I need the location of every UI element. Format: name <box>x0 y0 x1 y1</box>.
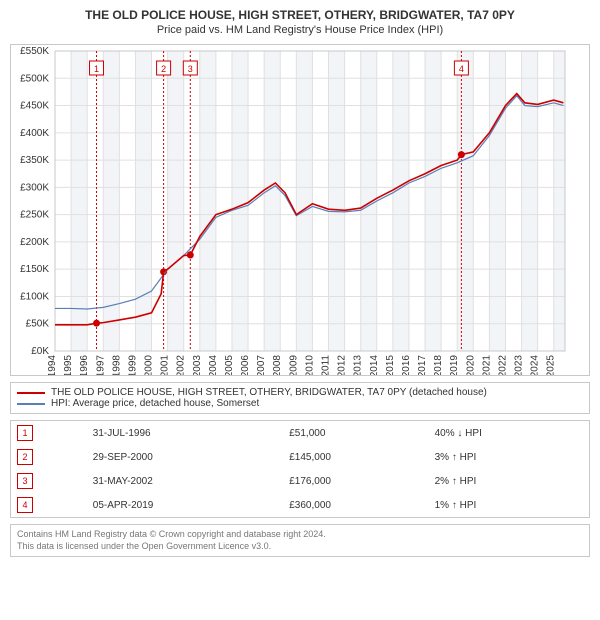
legend-box: THE OLD POLICE HOUSE, HIGH STREET, OTHER… <box>10 382 590 414</box>
svg-text:2021: 2021 <box>481 355 492 375</box>
event-date: 29-SEP-2000 <box>87 445 283 469</box>
event-delta: 2% ↑ HPI <box>429 469 589 493</box>
svg-text:£50K: £50K <box>26 319 50 330</box>
svg-text:2010: 2010 <box>304 355 315 375</box>
event-delta: 3% ↑ HPI <box>429 445 589 469</box>
svg-text:2009: 2009 <box>288 355 299 375</box>
svg-text:4: 4 <box>459 64 464 74</box>
svg-text:£350K: £350K <box>20 155 49 166</box>
svg-text:1996: 1996 <box>79 355 90 375</box>
chart-title: THE OLD POLICE HOUSE, HIGH STREET, OTHER… <box>10 8 590 22</box>
svg-text:2013: 2013 <box>353 355 364 375</box>
event-row: 4 05-APR-2019£360,0001% ↑ HPI <box>11 493 589 517</box>
footer-line-1: Contains HM Land Registry data © Crown c… <box>17 529 583 541</box>
event-number-box: 4 <box>17 497 33 513</box>
svg-text:2008: 2008 <box>272 355 283 375</box>
event-row: 2 29-SEP-2000£145,0003% ↑ HPI <box>11 445 589 469</box>
event-number-box: 1 <box>17 425 33 441</box>
svg-text:2017: 2017 <box>417 355 428 375</box>
legend-item: THE OLD POLICE HOUSE, HIGH STREET, OTHER… <box>17 387 583 398</box>
svg-text:2016: 2016 <box>401 355 412 375</box>
svg-text:£400K: £400K <box>20 128 49 139</box>
svg-text:£100K: £100K <box>20 291 49 302</box>
event-date: 05-APR-2019 <box>87 493 283 517</box>
legend-label: THE OLD POLICE HOUSE, HIGH STREET, OTHER… <box>51 387 487 398</box>
svg-text:2022: 2022 <box>497 355 508 375</box>
svg-text:2007: 2007 <box>256 355 267 375</box>
svg-text:£500K: £500K <box>20 73 49 84</box>
legend-swatch <box>17 392 45 394</box>
svg-text:2014: 2014 <box>369 355 380 375</box>
legend-item: HPI: Average price, detached house, Some… <box>17 398 583 409</box>
svg-text:2003: 2003 <box>192 355 203 375</box>
svg-text:2018: 2018 <box>433 355 444 375</box>
svg-text:1: 1 <box>94 64 99 74</box>
event-date: 31-JUL-1996 <box>87 421 283 445</box>
event-price: £176,000 <box>283 469 428 493</box>
price-chart: £0K£50K£100K£150K£200K£250K£300K£350K£40… <box>11 45 571 375</box>
svg-text:2019: 2019 <box>449 355 460 375</box>
footer-line-2: This data is licensed under the Open Gov… <box>17 541 583 553</box>
svg-text:1999: 1999 <box>127 355 138 375</box>
legend-swatch <box>17 403 45 405</box>
chart-subtitle: Price paid vs. HM Land Registry's House … <box>10 24 590 36</box>
svg-text:£550K: £550K <box>20 46 49 57</box>
svg-text:1998: 1998 <box>111 355 122 375</box>
event-price: £360,000 <box>283 493 428 517</box>
svg-text:2020: 2020 <box>465 355 476 375</box>
svg-text:2: 2 <box>161 64 166 74</box>
events-table: 1 31-JUL-1996£51,00040% ↓ HPI 2 29-SEP-2000… <box>10 420 590 518</box>
footer-attribution: Contains HM Land Registry data © Crown c… <box>10 524 590 557</box>
svg-text:2006: 2006 <box>240 355 251 375</box>
event-row: 1 31-JUL-1996£51,00040% ↓ HPI <box>11 421 589 445</box>
event-price: £145,000 <box>283 445 428 469</box>
event-delta: 40% ↓ HPI <box>429 421 589 445</box>
svg-text:£450K: £450K <box>20 101 49 112</box>
svg-text:£200K: £200K <box>20 237 49 248</box>
event-number-box: 2 <box>17 449 33 465</box>
event-row: 3 31-MAY-2002£176,0002% ↑ HPI <box>11 469 589 493</box>
svg-text:1994: 1994 <box>47 355 58 375</box>
svg-text:2011: 2011 <box>321 355 332 375</box>
svg-text:£300K: £300K <box>20 182 49 193</box>
svg-text:2024: 2024 <box>530 355 541 375</box>
legend-label: HPI: Average price, detached house, Some… <box>51 398 259 409</box>
svg-text:2023: 2023 <box>514 355 525 375</box>
chart-container: £0K£50K£100K£150K£200K£250K£300K£350K£40… <box>10 44 590 376</box>
svg-text:2001: 2001 <box>160 355 171 375</box>
svg-text:£150K: £150K <box>20 264 49 275</box>
event-number-box: 3 <box>17 473 33 489</box>
svg-text:2015: 2015 <box>385 355 396 375</box>
svg-text:£250K: £250K <box>20 210 49 221</box>
svg-text:3: 3 <box>188 64 193 74</box>
svg-text:1995: 1995 <box>63 355 74 375</box>
event-date: 31-MAY-2002 <box>87 469 283 493</box>
svg-text:2004: 2004 <box>208 355 219 375</box>
svg-text:2000: 2000 <box>144 355 155 375</box>
svg-text:1997: 1997 <box>95 355 106 375</box>
event-price: £51,000 <box>283 421 428 445</box>
svg-text:2005: 2005 <box>224 355 235 375</box>
svg-text:2012: 2012 <box>337 355 348 375</box>
svg-text:2025: 2025 <box>546 355 557 375</box>
svg-text:2002: 2002 <box>176 355 187 375</box>
event-delta: 1% ↑ HPI <box>429 493 589 517</box>
